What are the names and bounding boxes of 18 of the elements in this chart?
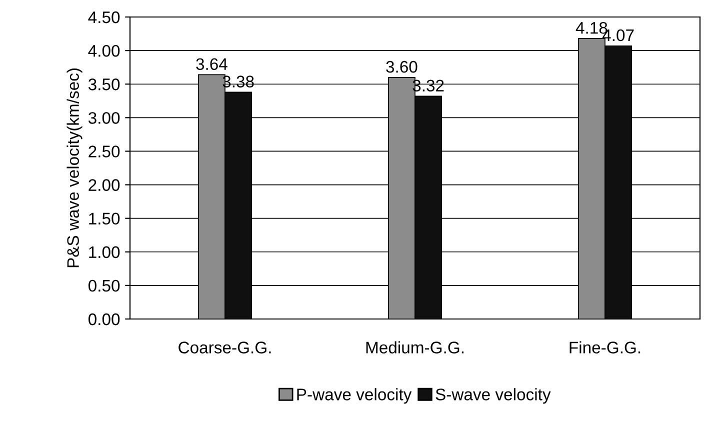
data-label: 3.60 [386, 60, 418, 73]
legend-label: S-wave velocity [436, 388, 551, 404]
data-label: 3.64 [196, 58, 228, 70]
y-tick-label: 1.50 [89, 212, 120, 225]
legend-label: P-wave velocity [297, 388, 412, 404]
y-tick-label: 4.50 [88, 11, 120, 24]
y-axis-title: P&S wave velocity(km/sec) [66, 68, 82, 268]
x-tick-label: Medium-G.G. [366, 341, 464, 354]
y-tick-label: 3.50 [88, 78, 120, 90]
y-tick-label: 2.50 [88, 146, 120, 158]
y-tick-label: 4.00 [88, 44, 120, 57]
x-tick-label: Fine-G.G. [570, 341, 640, 354]
y-tick-label: 0.00 [88, 313, 120, 326]
x-tick-label: Coarse-G.G. [178, 342, 271, 354]
y-tick-label: 2.00 [88, 179, 120, 191]
y-tick-label: 0.50 [88, 280, 120, 292]
y-tick-label: 1.00 [89, 246, 120, 258]
y-tick-label: 3.00 [88, 112, 120, 124]
